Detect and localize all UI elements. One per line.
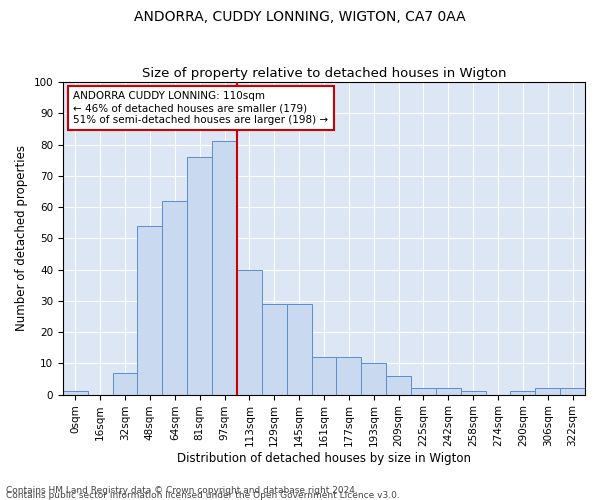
Bar — [560, 388, 585, 394]
Bar — [411, 388, 436, 394]
Bar — [436, 388, 461, 394]
Bar — [113, 372, 137, 394]
Bar — [137, 226, 163, 394]
Bar — [262, 304, 287, 394]
Bar — [63, 392, 88, 394]
Bar — [287, 304, 311, 394]
Bar — [361, 364, 386, 394]
Y-axis label: Number of detached properties: Number of detached properties — [15, 146, 28, 332]
X-axis label: Distribution of detached houses by size in Wigton: Distribution of detached houses by size … — [177, 452, 471, 465]
Text: Contains HM Land Registry data © Crown copyright and database right 2024.: Contains HM Land Registry data © Crown c… — [6, 486, 358, 495]
Title: Size of property relative to detached houses in Wigton: Size of property relative to detached ho… — [142, 66, 506, 80]
Bar — [461, 392, 485, 394]
Text: ANDORRA, CUDDY LONNING, WIGTON, CA7 0AA: ANDORRA, CUDDY LONNING, WIGTON, CA7 0AA — [134, 10, 466, 24]
Bar — [187, 157, 212, 394]
Bar — [386, 376, 411, 394]
Bar — [337, 357, 361, 395]
Bar — [212, 142, 237, 394]
Bar — [535, 388, 560, 394]
Text: Contains public sector information licensed under the Open Government Licence v3: Contains public sector information licen… — [6, 491, 400, 500]
Text: ANDORRA CUDDY LONNING: 110sqm
← 46% of detached houses are smaller (179)
51% of : ANDORRA CUDDY LONNING: 110sqm ← 46% of d… — [73, 92, 328, 124]
Bar — [311, 357, 337, 395]
Bar — [163, 201, 187, 394]
Bar — [511, 392, 535, 394]
Bar — [237, 270, 262, 394]
